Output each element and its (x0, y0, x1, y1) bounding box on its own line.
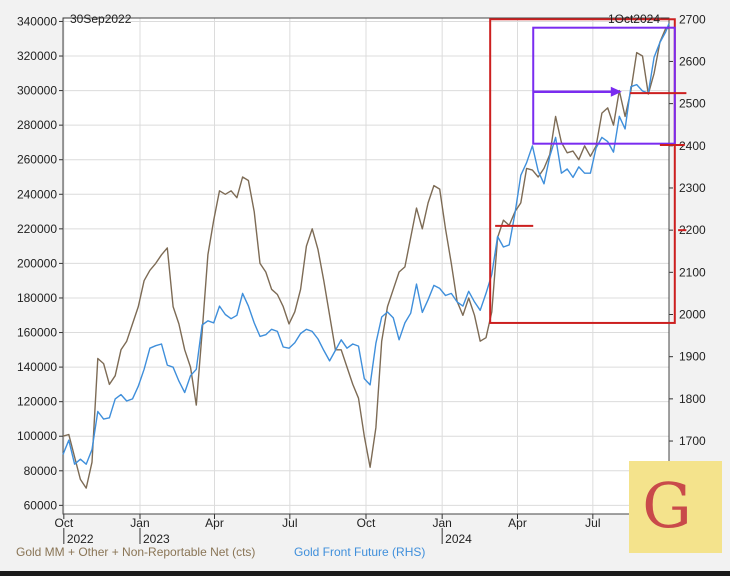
left-axis-tick-label: 140000 (17, 360, 57, 374)
annotations (489, 18, 687, 324)
left-axis-tick-label: 320000 (17, 49, 57, 63)
annotation-red-box (489, 18, 676, 324)
logo-letter: G (642, 469, 692, 542)
x-axis-month-label: Jan (432, 516, 451, 530)
series-line-gold-price (62, 23, 670, 465)
left-axis-tick-label: 220000 (17, 222, 57, 236)
x-axis-month-label: Apr (205, 516, 224, 530)
right-axis-tick-label: 2200 (679, 223, 706, 237)
left-axis-tick-label: 180000 (17, 291, 57, 305)
left-axis-tick-label: 80000 (24, 464, 58, 478)
left-axis-tick-label: 300000 (17, 84, 57, 98)
logo-badge (629, 461, 722, 553)
x-axis-month-label: Oct (54, 516, 73, 530)
right-axis-tick-label: 1900 (679, 350, 706, 364)
left-axis-tick-label: 280000 (17, 118, 57, 132)
left-axis-tick-label: 260000 (17, 153, 57, 167)
right-axis-tick-label: 2500 (679, 97, 706, 111)
right-axis-tick-label: 2000 (679, 308, 706, 322)
plot-frame (62, 17, 670, 515)
end-date-label: 1Oct2024 (608, 12, 660, 26)
left-axis-tick-label: 60000 (24, 498, 58, 512)
left-axis-tick-label: 120000 (17, 395, 57, 409)
x-axis-month-label: Apr (508, 516, 527, 530)
right-axis-tick-label: 2100 (679, 265, 706, 279)
x-axis-year-label: 2024 (445, 532, 472, 546)
series (62, 23, 670, 489)
logo: G (629, 461, 722, 553)
left-axis-tick-label: 340000 (17, 14, 57, 28)
axes: 60000 80000 100000 120000 140000 160000 180000… (17, 12, 706, 546)
x-axis-year-label: 2023 (143, 532, 170, 546)
right-axis-tick-label: 2700 (679, 12, 706, 26)
x-axis-year-label: 2022 (67, 532, 94, 546)
left-axis-tick-label: 240000 (17, 187, 57, 201)
annotation-purple-box (532, 26, 676, 145)
gridlines (63, 18, 670, 514)
legend: Gold MM + Other + Non-Reportable Net (ct… (16, 545, 425, 559)
right-axis-tick-label: 2400 (679, 139, 706, 153)
legend-series-gold-price: Gold Front Future (RHS) (294, 545, 425, 559)
right-axis-tick-label: 2300 (679, 181, 706, 195)
start-date-label: 30Sep2022 (70, 12, 132, 26)
left-axis-tick-label: 200000 (17, 256, 57, 270)
x-axis-month-label: Jan (130, 516, 149, 530)
right-axis-tick-label: 2600 (679, 54, 706, 68)
x-axis-month-label: Oct (357, 516, 376, 530)
right-axis-tick-label: 1700 (679, 434, 706, 448)
legend-series-positioning: Gold MM + Other + Non-Reportable Net (ct… (16, 545, 255, 559)
x-axis-month-label: Jul (585, 516, 600, 530)
annotation-purple-arrow-head (610, 86, 622, 97)
right-axis-tick-label: 1800 (679, 392, 706, 406)
series-line-positioning (62, 27, 669, 489)
x-axis-month-label: Jul (282, 516, 297, 530)
left-axis-tick-label: 100000 (17, 429, 57, 443)
left-axis-tick-label: 160000 (17, 326, 57, 340)
